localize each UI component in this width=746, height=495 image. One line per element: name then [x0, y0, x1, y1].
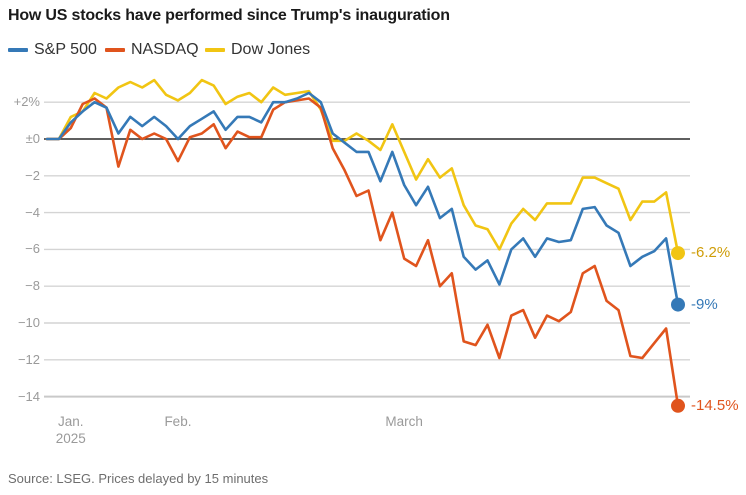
dowjones-line-swatch-icon	[205, 48, 225, 52]
y-tick-label: −4	[25, 204, 40, 220]
x-tick-sublabel: 2025	[55, 431, 86, 446]
dow-jones-line	[45, 78, 680, 255]
nasdaq-end-dot	[671, 398, 685, 413]
dow-jones-end-dot	[671, 246, 685, 261]
legend: S&P 500 NASDAQ Dow Jones	[0, 40, 746, 60]
nasdaq-line-swatch-icon	[105, 48, 125, 52]
x-tick-label: Feb.	[164, 414, 192, 429]
legend-label-dowjones: Dow Jones	[231, 41, 311, 58]
x-tick-label: Jan. 2025	[31, 414, 111, 446]
nasdaq-value-label: -14.5%	[691, 396, 739, 414]
y-tick-label: −6	[25, 241, 40, 257]
y-tick-label: −12	[17, 351, 40, 367]
dow-jones-value-label: -6.2%	[691, 244, 731, 262]
y-tick-label: +2%	[13, 94, 40, 110]
y-tick-label: −14	[17, 388, 40, 404]
x-tick-label: March	[385, 414, 423, 429]
legend-label-nasdaq: NASDAQ	[131, 41, 199, 58]
legend-label-sp500: S&P 500	[34, 41, 97, 58]
source-note: Source: LSEG. Prices delayed by 15 minut…	[8, 471, 269, 486]
legend-item-nasdaq: NASDAQ	[105, 40, 199, 60]
sp500-line	[45, 91, 680, 306]
legend-item-dowjones: Dow Jones	[205, 40, 310, 60]
sp500-value-label: -9%	[691, 295, 718, 313]
sp500-end-dot	[671, 297, 685, 312]
y-tick-label: −2	[25, 167, 40, 183]
y-tick-label: ±0	[25, 131, 40, 146]
y-tick-label: −8	[25, 278, 40, 294]
chart-title: How US stocks have performed since Trump…	[8, 7, 450, 24]
legend-item-sp500: S&P 500	[8, 40, 97, 60]
nasdaq-line	[45, 97, 680, 408]
gridlines	[44, 101, 690, 398]
sp500-line-swatch-icon	[8, 48, 28, 52]
y-tick-label: −10	[17, 315, 40, 330]
